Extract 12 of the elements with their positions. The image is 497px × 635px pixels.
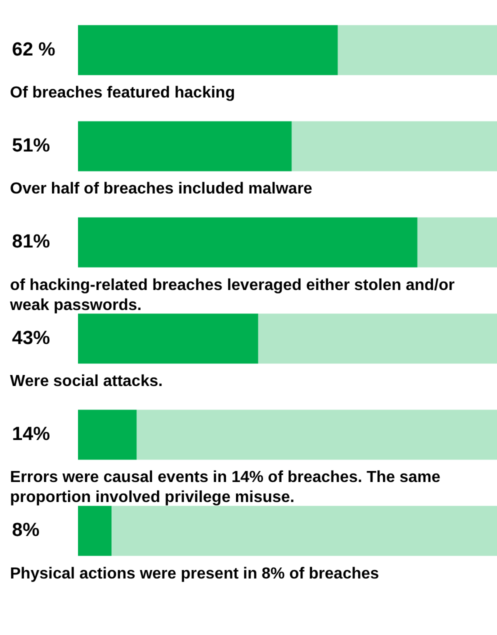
data-label: 51% — [12, 135, 50, 156]
data-label: 81% — [12, 232, 50, 253]
y-tick-label: Were social attacks. — [10, 372, 163, 390]
data-label: 43% — [12, 328, 50, 349]
y-tick-label: Over half of breaches included malware — [10, 180, 312, 198]
y-tick-label: Physical actions were present in 8% of breaches — [10, 565, 380, 582]
data-label: 14% — [12, 424, 50, 445]
data-label: 8% — [12, 520, 40, 542]
data-label: 62 % — [12, 39, 56, 60]
y-tick-label: of hacking-related breaches leveraged either stolen and/or weak passwords. — [9, 276, 455, 314]
y-tick-label: Of breaches featured hacking — [10, 84, 235, 102]
y-tick-label: Errors were causal events in 14% of breaches. The same proportion involved privilege misuse. — [10, 469, 441, 506]
